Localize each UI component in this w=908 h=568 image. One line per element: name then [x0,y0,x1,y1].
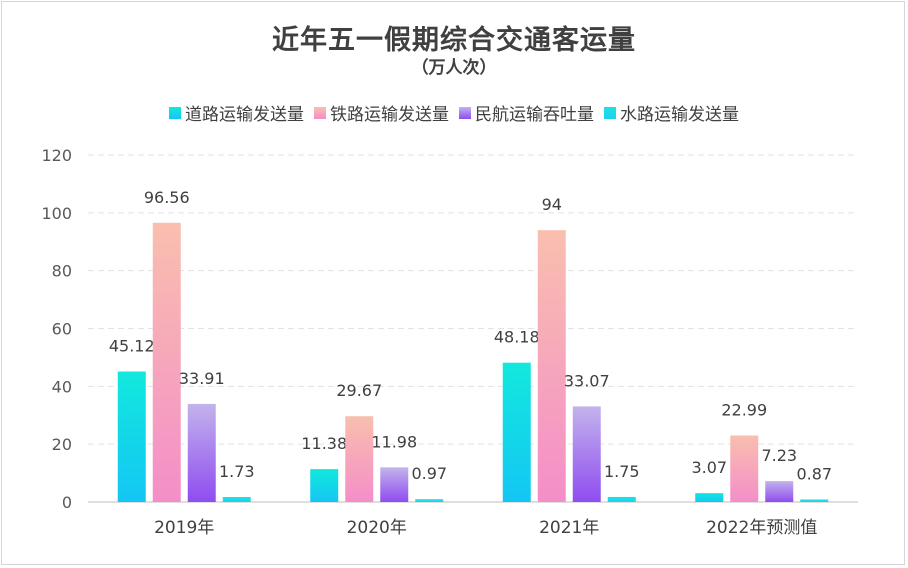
x-tick-label: 2022年预测值 [706,518,817,538]
bar [415,499,444,502]
bar [765,481,794,502]
bar [187,403,216,502]
bar [117,371,146,502]
data-label: 0.97 [411,464,447,483]
y-tick-label: 80 [52,262,72,281]
data-label: 3.07 [691,458,727,477]
data-label: 11.98 [371,432,417,451]
data-label: 45.12 [109,337,155,356]
x-tick-label: 2021年 [539,518,599,538]
bar [310,469,339,502]
data-label: 11.38 [301,434,347,453]
legend-item-air: 民航运输吞吐量 [459,100,594,125]
bar [222,496,251,502]
data-label: 33.07 [564,371,610,390]
legend-item-road: 道路运输发送量 [169,100,304,125]
bar [345,416,374,502]
bar [152,222,181,502]
bar [572,406,601,502]
legend-swatch-rail [314,106,326,119]
legend-item-water: 水路运输发送量 [604,100,739,125]
chart-subtitle: （万人次） [411,58,497,78]
bar [380,467,409,502]
legend-label-air: 民航运输吞吐量 [475,105,594,125]
chart-legend: 道路运输发送量 铁路运输发送量 民航运输吞吐量 水路运输发送量 [0,100,908,125]
x-tick-label: 2019年 [154,518,214,538]
data-label: 1.73 [219,462,255,481]
legend-swatch-water [604,106,616,119]
y-tick-label: 120 [41,146,72,165]
data-label: 22.99 [721,401,767,420]
bar [800,499,829,502]
chart-title: 近年五一假期综合交通客运量 [272,25,636,56]
data-label: 1.75 [604,462,640,481]
y-tick-label: 60 [52,320,72,339]
data-label: 7.23 [761,446,797,465]
bar [730,435,759,502]
bar [502,362,531,502]
data-label: 0.87 [796,464,832,483]
data-label: 96.56 [144,188,190,207]
data-label: 94 [542,195,562,214]
data-label: 48.18 [494,328,540,347]
legend-label-road: 道路运输发送量 [185,105,304,125]
y-tick-label: 40 [52,377,72,396]
legend-item-rail: 铁路运输发送量 [314,100,449,125]
bar [695,493,724,502]
y-tick-label: 0 [62,493,72,512]
y-tick-label: 100 [41,204,72,223]
bar [537,230,566,502]
legend-swatch-road [169,106,181,119]
legend-swatch-air [459,106,471,119]
y-tick-label: 20 [52,435,72,454]
legend-label-water: 水路运输发送量 [620,105,739,125]
bar [607,496,636,502]
x-tick-label: 2020年 [347,518,407,538]
data-label: 29.67 [336,381,382,400]
legend-label-rail: 铁路运输发送量 [330,105,449,125]
data-label: 33.91 [179,369,225,388]
